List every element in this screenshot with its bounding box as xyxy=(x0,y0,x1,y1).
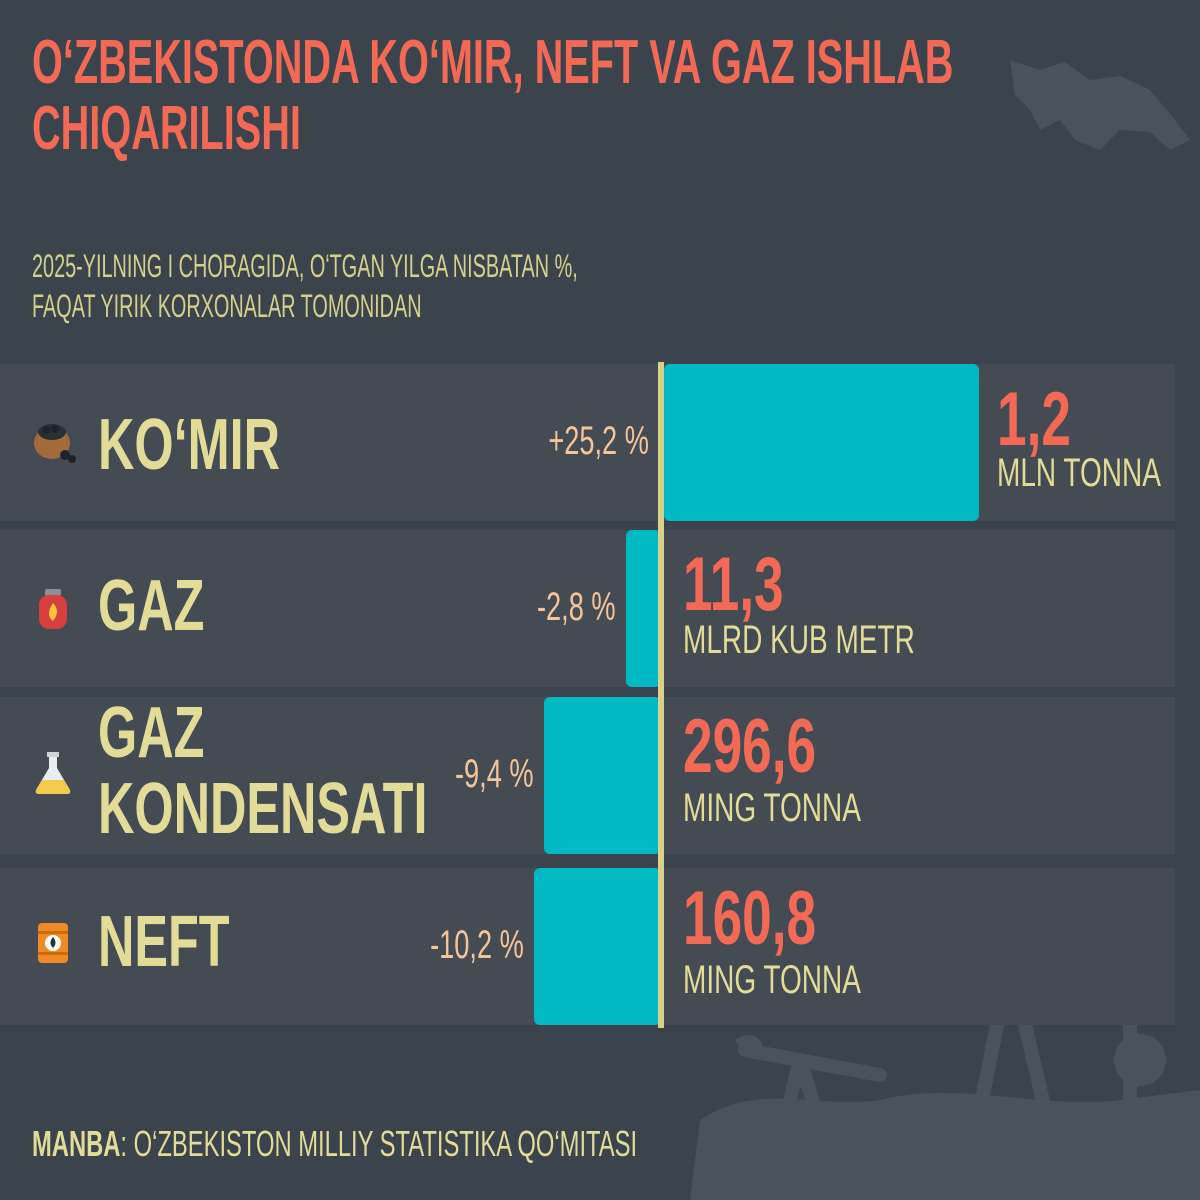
flask-icon xyxy=(30,750,76,796)
title-line-1: O‘ZBEKISTONDA KO‘MIR, NEFT VA GAZ ISHLAB xyxy=(32,28,954,97)
percent-label: -10,2 % xyxy=(429,922,524,967)
zero-axis-line xyxy=(658,362,664,1028)
uzbekistan-map-silhouette xyxy=(1010,60,1190,150)
source-note: MANBA: O‘ZBEKISTON MILLIY STATISTIKA QO‘… xyxy=(32,1124,949,1164)
volume-value: 296,6 xyxy=(683,704,817,789)
bar xyxy=(626,530,661,687)
volume-unit: MING TONNA xyxy=(683,958,861,1002)
volume-unit: MLN TONNA xyxy=(997,451,1161,495)
chart-row xyxy=(0,530,1175,687)
percent-label: -2,8 % xyxy=(537,584,616,629)
coal-sack-icon xyxy=(30,417,76,463)
category-label: GAZ xyxy=(98,566,205,646)
bar xyxy=(664,364,979,521)
oil-barrel-icon xyxy=(30,920,76,966)
volume-unit: MLRD KUB METR xyxy=(683,618,915,662)
source-text: : O‘ZBEKISTON MILLIY STATISTIKA QO‘MITAS… xyxy=(120,1123,638,1164)
category-label: KO‘MIR xyxy=(98,405,280,485)
volume-unit: MING TONNA xyxy=(683,786,861,830)
percent-label: -9,4 % xyxy=(454,751,534,796)
category-label: KONDENSATI xyxy=(98,769,428,849)
volume-value: 160,8 xyxy=(683,876,817,961)
title-line-2: CHIQARILISHI xyxy=(32,94,301,163)
category-label: GAZ xyxy=(98,693,205,773)
category-label: NEFT xyxy=(98,902,230,982)
chart-subtitle: 2025-YILNING I CHORAGIDA, O‘TGAN YILGA N… xyxy=(32,246,912,326)
subtitle-line-1: 2025-YILNING I CHORAGIDA, O‘TGAN YILGA N… xyxy=(32,248,578,284)
percent-label: +25,2 % xyxy=(548,418,649,463)
bar xyxy=(533,868,661,1025)
gas-cylinder-icon xyxy=(30,587,76,633)
volume-value: 1,2 xyxy=(997,377,1071,462)
subtitle-line-2: FAQAT YIRIK KORXONALAR TOMONIDAN xyxy=(32,288,422,324)
chart-row xyxy=(0,364,1175,521)
volume-value: 11,3 xyxy=(683,542,784,627)
source-label: MANBA xyxy=(32,1123,121,1164)
chart-title: O‘ZBEKISTONDA KO‘MIR, NEFT VA GAZ ISHLAB… xyxy=(32,30,1112,162)
bar xyxy=(543,697,661,854)
